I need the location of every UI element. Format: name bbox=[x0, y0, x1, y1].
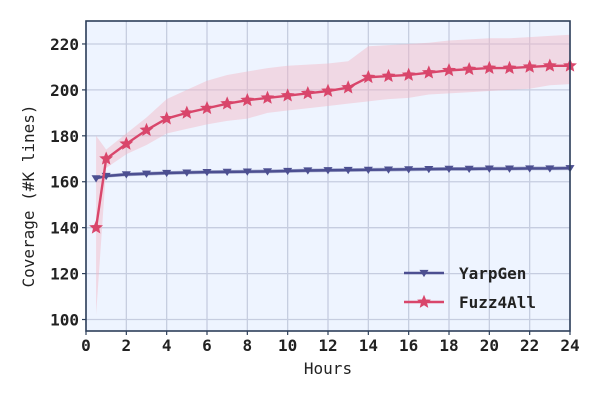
data-point-yarpgen bbox=[525, 165, 535, 173]
data-point-yarpgen bbox=[121, 171, 131, 179]
x-tick-label: 6 bbox=[202, 336, 212, 355]
x-tick-label: 20 bbox=[480, 336, 499, 355]
legend-label: YarpGen bbox=[459, 264, 526, 283]
data-point-fuzz4all bbox=[381, 68, 396, 83]
data-point-fuzz4all bbox=[502, 60, 517, 74]
data-point-yarpgen bbox=[504, 165, 515, 173]
legend-marker-fuzz4all bbox=[417, 294, 431, 308]
data-point-yarpgen bbox=[182, 169, 192, 177]
y-tick-label: 140 bbox=[50, 219, 79, 238]
x-axis-ticks: 0 2 4 6 8 10 12 14 16 18 20 22 24 bbox=[81, 331, 580, 355]
data-point-fuzz4all bbox=[200, 100, 214, 115]
data-point-fuzz4all bbox=[139, 122, 154, 136]
data-point-fuzz4all bbox=[462, 61, 477, 76]
data-point-fuzz4all bbox=[361, 69, 376, 84]
y-tick-label: 120 bbox=[50, 265, 79, 284]
y-tick-label: 200 bbox=[50, 81, 79, 100]
data-point-yarpgen bbox=[262, 168, 273, 176]
legend: YarpGen Fuzz4All bbox=[404, 264, 536, 312]
data-point-yarpgen bbox=[363, 166, 373, 174]
data-point-yarpgen bbox=[141, 170, 152, 178]
data-point-fuzz4all bbox=[522, 59, 537, 73]
data-point-yarpgen bbox=[283, 167, 293, 176]
data-point-fuzz4all bbox=[542, 58, 557, 72]
data-point-yarpgen bbox=[343, 166, 353, 175]
data-point-fuzz4all bbox=[99, 151, 114, 165]
confidence-band-fuzz4all bbox=[96, 34, 570, 315]
data-point-yarpgen bbox=[91, 175, 101, 183]
x-tick-label: 16 bbox=[399, 336, 418, 355]
data-point-yarpgen bbox=[242, 168, 252, 176]
x-tick-label: 24 bbox=[560, 336, 579, 355]
x-tick-label: 14 bbox=[359, 336, 378, 355]
x-tick-label: 2 bbox=[122, 336, 132, 355]
series-yarpgen bbox=[91, 165, 575, 183]
y-tick-label: 160 bbox=[50, 173, 79, 192]
x-tick-label: 10 bbox=[278, 336, 297, 355]
data-point-fuzz4all bbox=[119, 136, 134, 150]
y-tick-label: 220 bbox=[50, 35, 79, 54]
x-tick-label: 18 bbox=[439, 336, 458, 355]
data-point-yarpgen bbox=[545, 165, 555, 173]
data-point-fuzz4all bbox=[89, 220, 104, 234]
data-point-fuzz4all bbox=[179, 105, 194, 119]
y-axis-ticks: 100 120 140 160 180 200 220 bbox=[50, 35, 86, 330]
legend-item-fuzz4all: Fuzz4All bbox=[404, 293, 536, 312]
data-point-fuzz4all bbox=[401, 67, 416, 81]
y-tick-label: 180 bbox=[50, 127, 79, 146]
data-point-yarpgen bbox=[424, 166, 434, 174]
legend-label: Fuzz4All bbox=[459, 293, 536, 312]
data-point-yarpgen bbox=[404, 166, 414, 174]
data-point-yarpgen bbox=[303, 167, 313, 175]
data-point-yarpgen bbox=[484, 165, 494, 173]
y-axis-title: Coverage (#K lines) bbox=[19, 104, 38, 287]
data-point-fuzz4all bbox=[482, 60, 497, 74]
data-point-fuzz4all bbox=[280, 88, 295, 102]
data-point-yarpgen bbox=[444, 165, 454, 174]
x-tick-label: 12 bbox=[318, 336, 337, 355]
data-point-yarpgen bbox=[202, 168, 212, 177]
data-point-fuzz4all bbox=[220, 96, 235, 110]
x-tick-label: 8 bbox=[243, 336, 253, 355]
data-point-yarpgen bbox=[323, 167, 333, 175]
data-point-yarpgen bbox=[464, 165, 474, 174]
series-fuzz4all bbox=[89, 58, 577, 234]
data-point-yarpgen bbox=[162, 169, 172, 178]
x-axis-title: Hours bbox=[304, 359, 352, 378]
data-point-fuzz4all bbox=[421, 65, 436, 79]
data-point-yarpgen bbox=[222, 168, 232, 177]
legend-marker-yarpgen bbox=[419, 269, 429, 278]
data-point-fuzz4all bbox=[300, 86, 315, 100]
legend-item-yarpgen: YarpGen bbox=[404, 264, 526, 283]
series-lines bbox=[89, 58, 577, 234]
data-point-fuzz4all bbox=[240, 92, 255, 107]
data-point-fuzz4all bbox=[321, 83, 335, 97]
x-tick-label: 22 bbox=[520, 336, 539, 355]
y-tick-label: 100 bbox=[50, 311, 79, 330]
data-point-fuzz4all bbox=[159, 111, 174, 125]
x-tick-label: 4 bbox=[162, 336, 172, 355]
x-tick-label: 0 bbox=[81, 336, 91, 355]
data-point-fuzz4all bbox=[260, 90, 275, 104]
data-point-fuzz4all bbox=[341, 80, 356, 94]
data-point-yarpgen bbox=[383, 166, 394, 174]
data-point-fuzz4all bbox=[442, 63, 456, 77]
